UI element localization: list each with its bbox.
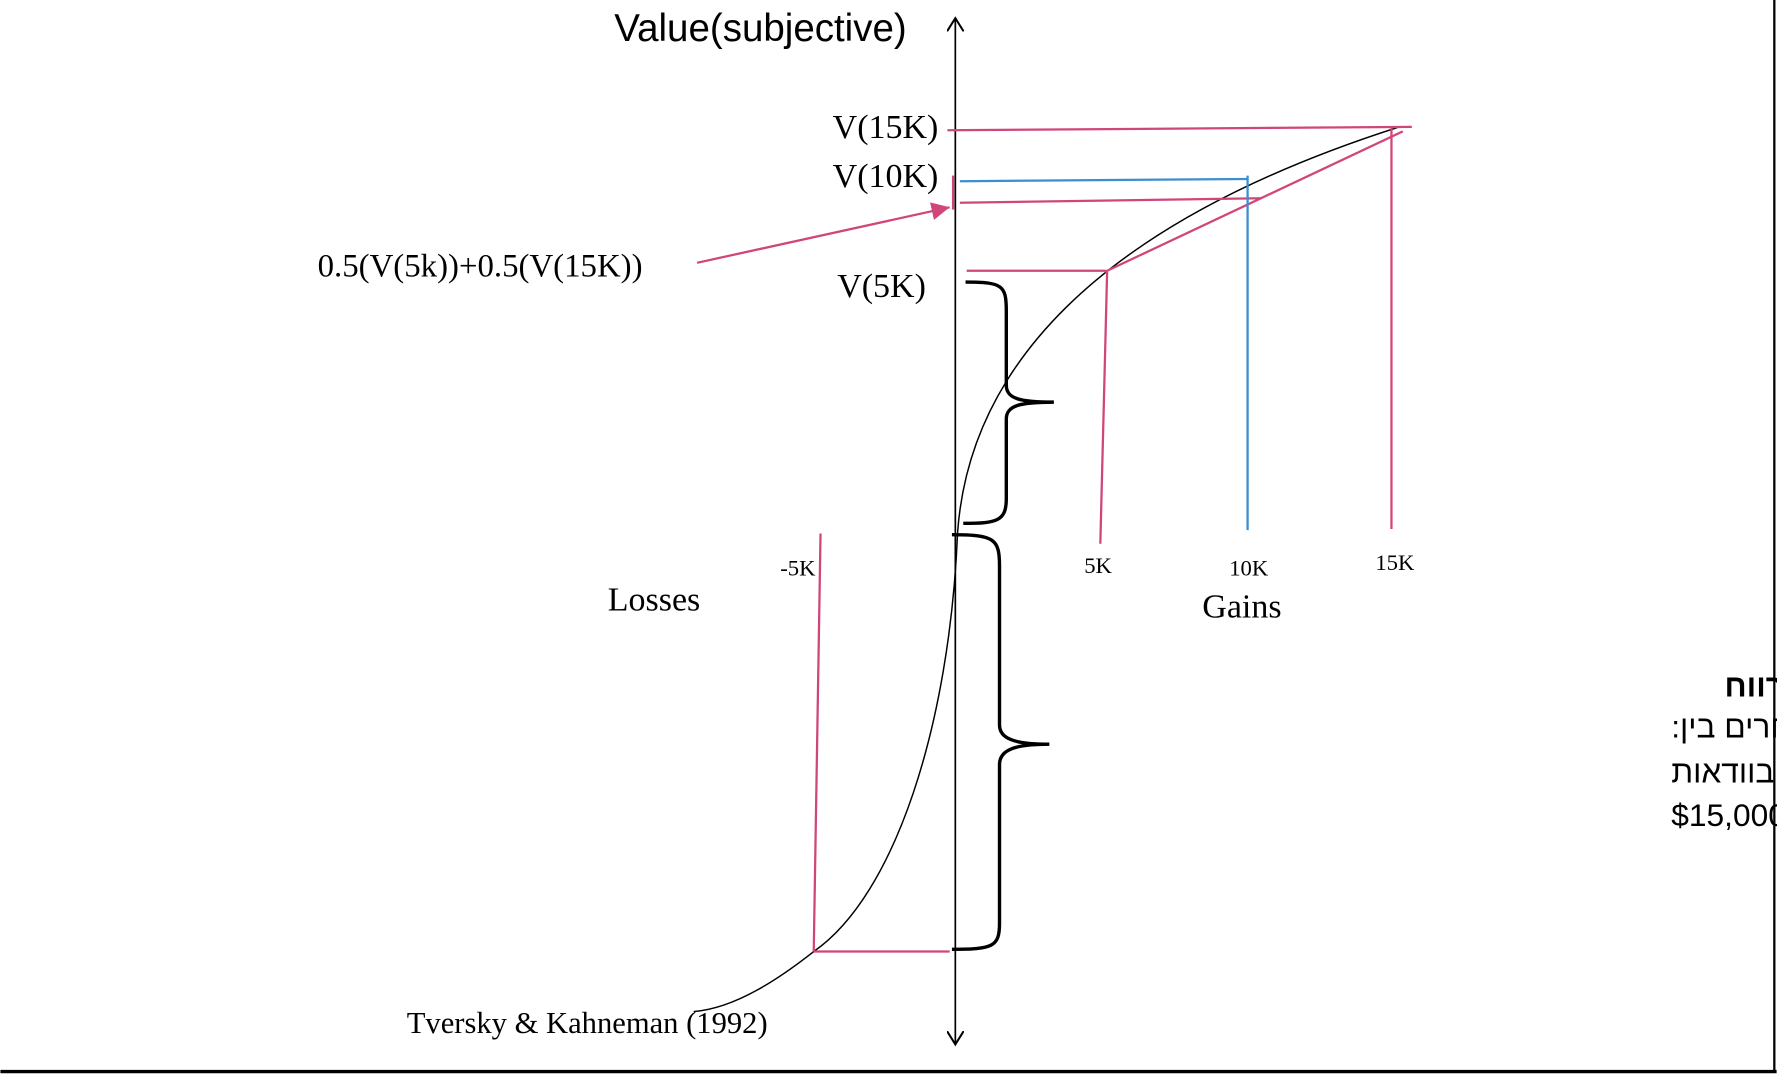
- v5k-label: V(5K): [837, 268, 926, 305]
- gains-label: Gains: [1202, 588, 1281, 625]
- expected-value-line: [959, 197, 1262, 204]
- tick-15k: 15K: [1375, 550, 1415, 575]
- gain-brace: [963, 280, 1054, 526]
- tick-5k: 5K: [1084, 553, 1112, 578]
- citation: Tversky & Kahneman (1992): [407, 1006, 768, 1040]
- note-line: כשבוחרים בין:: [1671, 708, 1777, 744]
- y-axis-title: Value(subjective): [614, 7, 906, 50]
- note-line: (2) סיכוי של 50/50 לזכות ב-$5,000 או ב-$…: [1671, 797, 1777, 833]
- expected-arrow: [696, 202, 950, 264]
- tick-neg5k: -5K: [780, 555, 816, 580]
- gamble-chord: [1104, 130, 1404, 273]
- v10k-label: V(10K): [833, 158, 939, 195]
- tick-10k: 10K: [1229, 555, 1269, 580]
- v15k-line: [947, 125, 1412, 132]
- neg5k-drop: [812, 533, 822, 952]
- v5k-drop: [1099, 271, 1109, 544]
- v10k-line: [959, 177, 1248, 183]
- expected-value-label: 0.5(V(5k))+0.5(V(15K)): [318, 248, 643, 284]
- note-line: (1) קבלת $10,000 בוודאות: [1671, 754, 1777, 790]
- note-title: רווח: [1724, 668, 1777, 704]
- losses-label: Losses: [608, 582, 700, 619]
- value-function-curve-losses: [693, 532, 959, 1013]
- loss-brace: [951, 532, 1050, 951]
- value-function-curve: [956, 126, 1400, 533]
- v15k-label: V(15K): [833, 109, 939, 146]
